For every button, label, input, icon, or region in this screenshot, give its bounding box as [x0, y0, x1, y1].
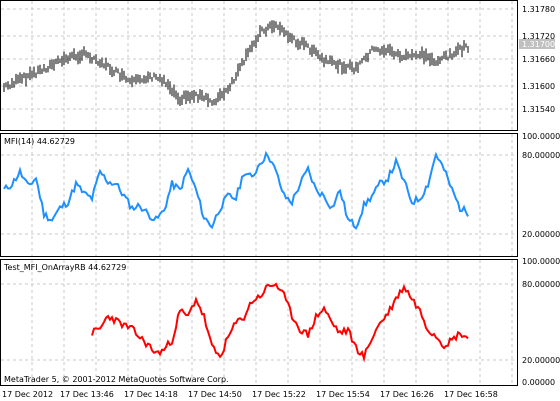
test-mfi-panel[interactable]: Test_MFI_OnArrayRB 44.62729 MetaTrader 5… — [0, 259, 518, 386]
price-tick-2: 1.31720 — [522, 32, 555, 41]
test-mfi-line — [91, 282, 469, 363]
test-tick-1: 100.00000 — [522, 257, 560, 266]
current-price-value: 1.31700 — [522, 40, 555, 49]
time-label: 17 Dec 15:22 — [252, 390, 306, 399]
time-label: 17 Dec 16:58 — [444, 390, 498, 399]
time-label: 17 Dec 14:50 — [188, 390, 242, 399]
price-tick-1: 1.31780 — [522, 5, 555, 14]
mfi-panel[interactable]: MFI(14) 44.62729 — [0, 133, 518, 257]
mfi-tick-3: 20.00000 — [522, 230, 560, 239]
time-label: 17 Dec 15:54 — [316, 390, 370, 399]
test-mfi-grid — [1, 260, 517, 385]
price-panel[interactable] — [0, 0, 518, 131]
price-bars — [3, 20, 469, 108]
mfi-grid — [1, 134, 517, 256]
test-mfi-axis: 100.00000 80.00000 20.00000 0.00000 — [522, 257, 560, 387]
mfi-line — [3, 150, 469, 230]
mfi-tick-1: 100.00000 — [522, 132, 560, 141]
price-axis: 1.31780 1.31720 1.31700 1.31660 1.31600 … — [519, 5, 555, 114]
test-tick-3: 20.00000 — [522, 356, 560, 365]
time-label: 17 Dec 13:46 — [60, 390, 114, 399]
copyright-text: MetaTrader 5, © 2001-2012 MetaQuotes Sof… — [4, 375, 229, 384]
test-mfi-label: Test_MFI_OnArrayRB 44.62729 — [3, 263, 126, 272]
current-price-tag — [519, 39, 555, 49]
price-tick-3: 1.31660 — [522, 55, 555, 64]
price-grid — [1, 1, 517, 130]
price-tick-5: 1.31540 — [522, 105, 555, 114]
time-label: 17 Dec 14:18 — [124, 390, 178, 399]
mfi-tick-2: 80.00000 — [522, 151, 560, 160]
time-label: 17 Dec 2012 — [2, 390, 53, 399]
time-axis: 17 Dec 2012 17 Dec 13:46 17 Dec 14:18 17… — [2, 390, 498, 399]
test-tick-2: 80.00000 — [522, 280, 560, 289]
mfi-label: MFI(14) 44.62729 — [4, 137, 75, 146]
mfi-axis: 100.00000 80.00000 20.00000 — [522, 132, 560, 239]
price-tick-4: 1.31600 — [522, 82, 555, 91]
test-tick-4: 0.00000 — [522, 378, 555, 387]
time-label: 17 Dec 16:26 — [380, 390, 434, 399]
